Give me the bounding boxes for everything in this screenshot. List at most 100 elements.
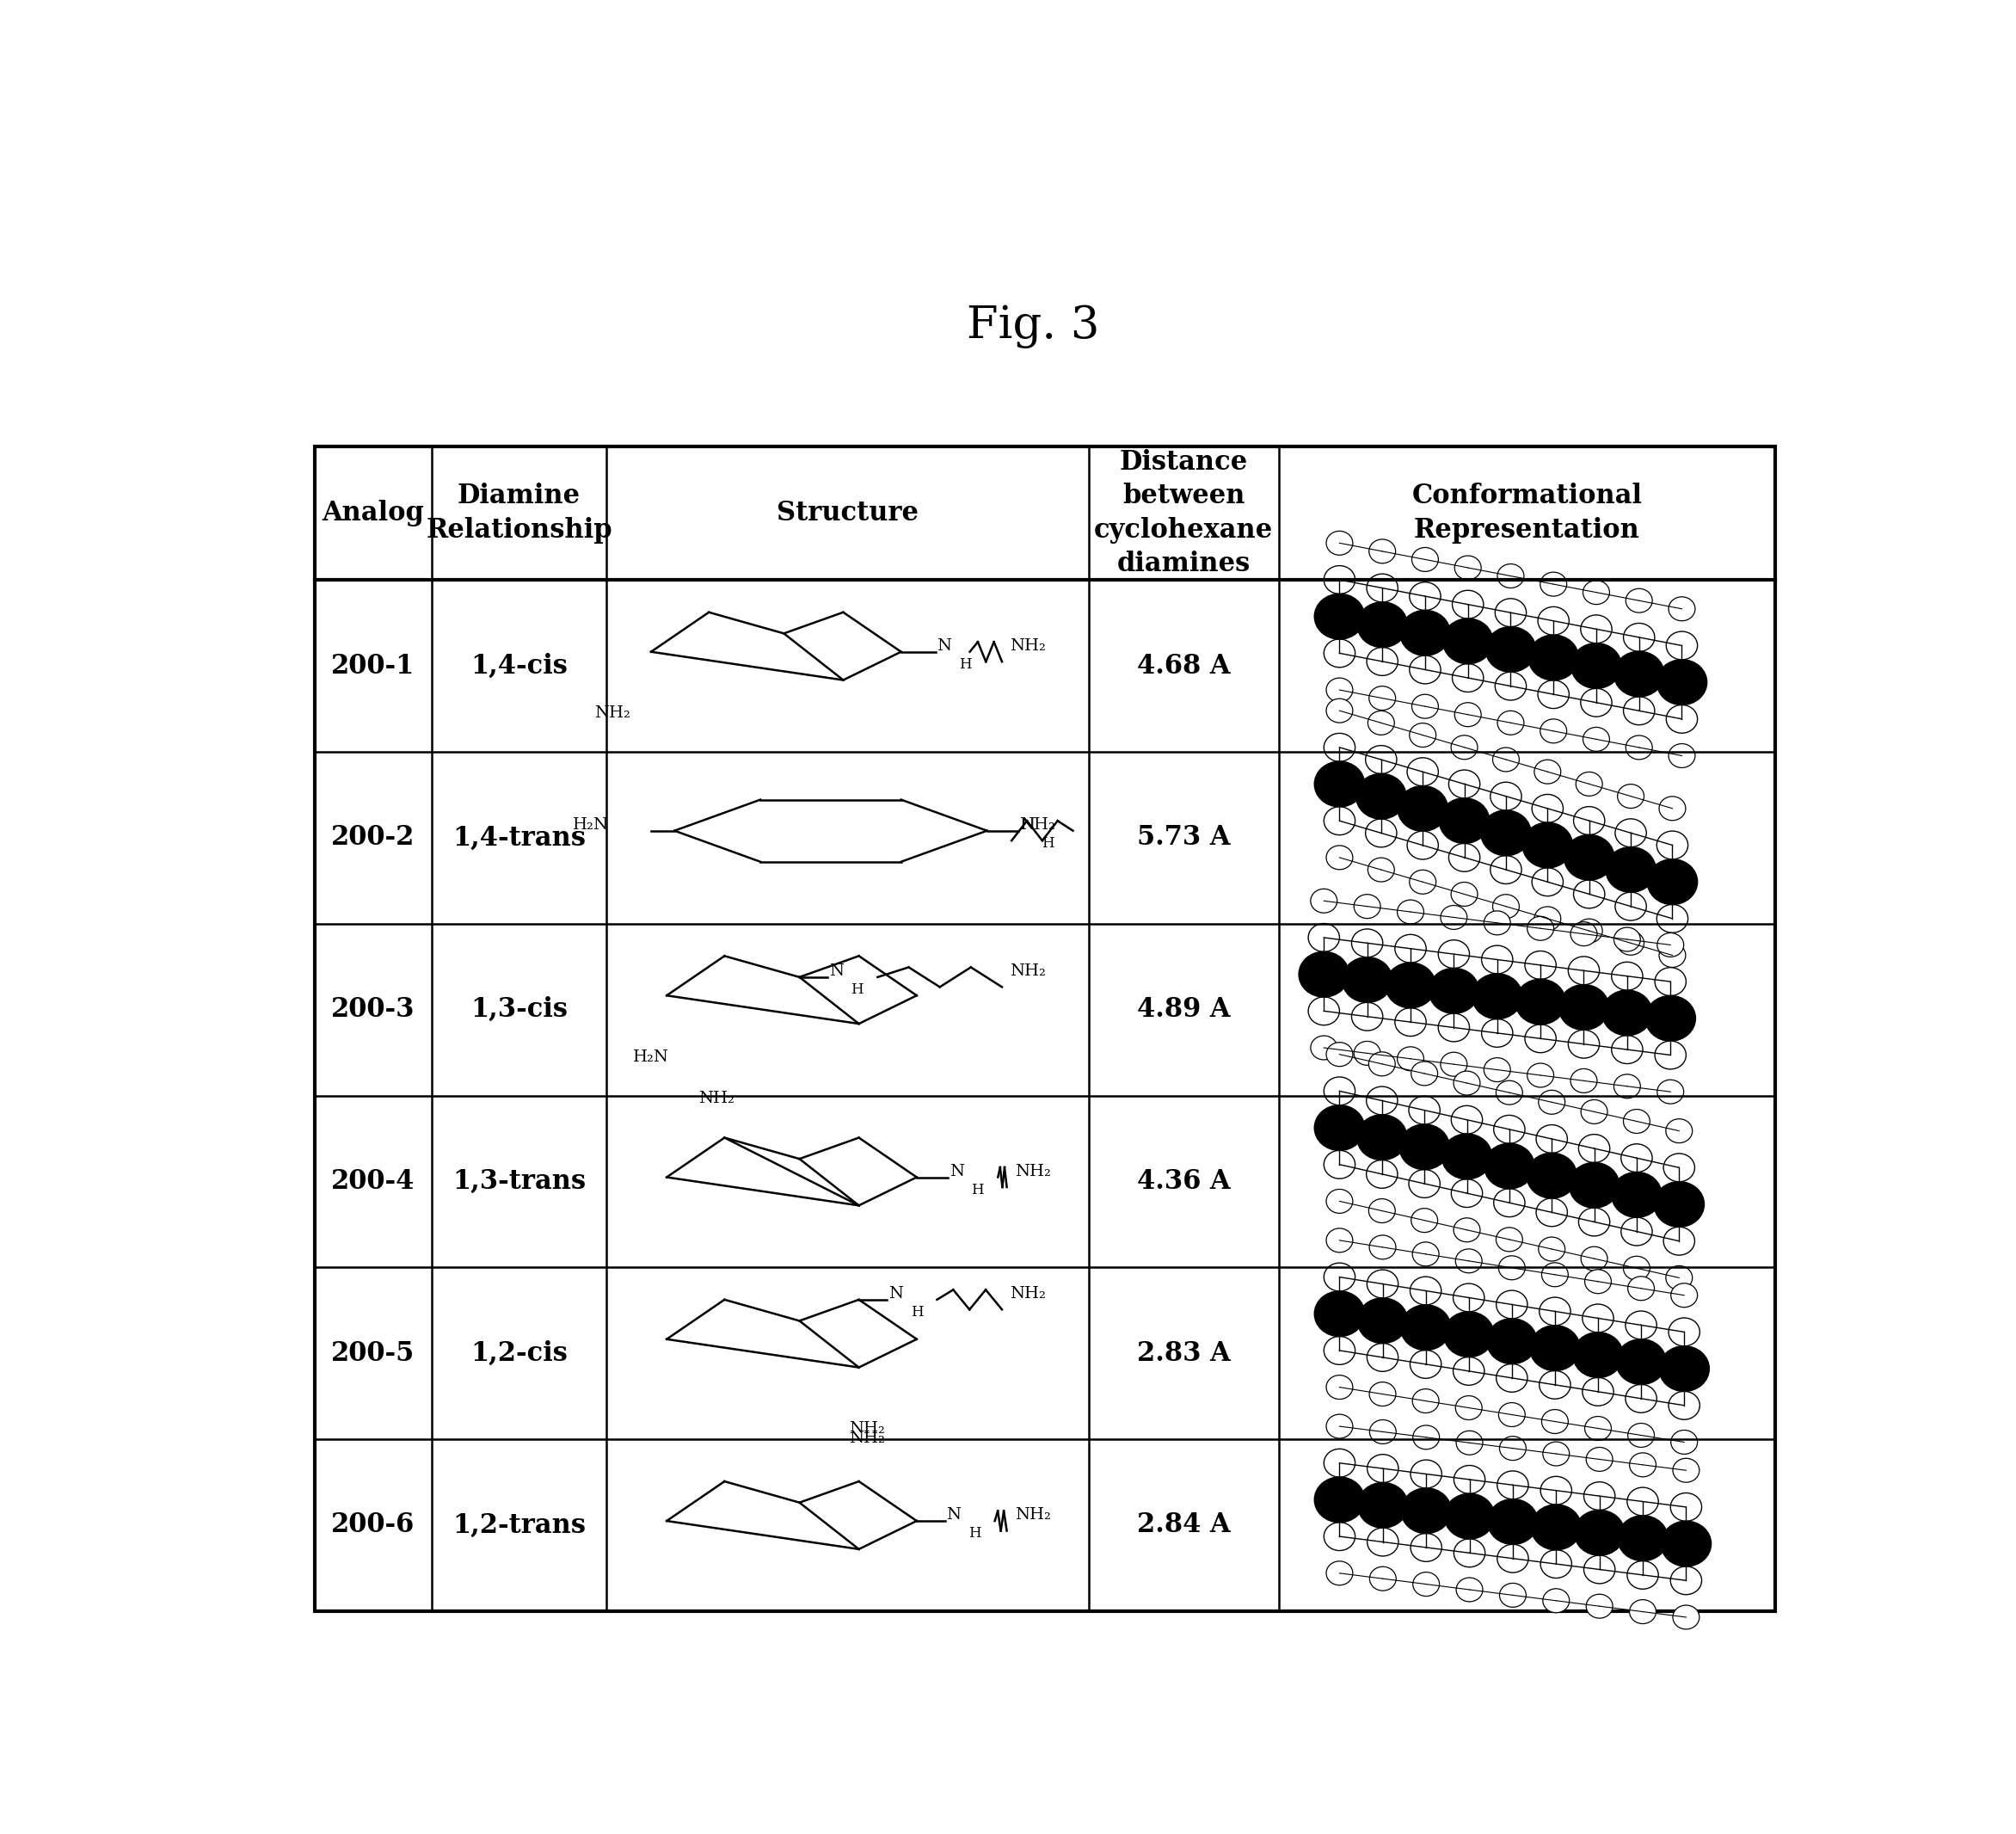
Circle shape [1367,1454,1399,1482]
Circle shape [1496,1291,1528,1319]
Text: Distance
between
cyclohexane
diamines: Distance between cyclohexane diamines [1095,449,1274,578]
Circle shape [1441,1133,1492,1179]
Circle shape [1496,1364,1528,1392]
Circle shape [1357,774,1405,820]
Circle shape [1663,1154,1695,1181]
Circle shape [1498,563,1524,589]
Circle shape [1397,900,1423,924]
Circle shape [1456,1577,1482,1601]
Circle shape [1407,757,1437,787]
Circle shape [1663,1227,1695,1254]
Text: H: H [960,657,972,671]
Circle shape [1583,580,1609,605]
Circle shape [1579,1135,1611,1163]
Circle shape [1623,1110,1649,1133]
Circle shape [1625,735,1653,759]
Circle shape [1572,1331,1623,1377]
Circle shape [1327,1414,1353,1438]
Circle shape [1454,1071,1480,1095]
Circle shape [1629,1453,1655,1476]
Circle shape [1671,1493,1702,1520]
Circle shape [1577,919,1603,943]
Text: 1,4-cis: 1,4-cis [470,653,569,679]
Circle shape [1327,699,1353,723]
Circle shape [1625,589,1653,613]
Circle shape [1587,1594,1613,1618]
Circle shape [1645,996,1695,1042]
Circle shape [1528,917,1554,941]
Text: NH₂: NH₂ [1010,638,1046,655]
Text: Structure: Structure [776,499,919,526]
Circle shape [1454,1218,1480,1242]
Circle shape [1498,1544,1528,1572]
Circle shape [1611,963,1643,990]
Circle shape [1558,985,1609,1031]
Circle shape [1579,1209,1611,1236]
Circle shape [1583,1304,1613,1331]
Text: H: H [911,1306,923,1320]
Circle shape [1450,844,1480,871]
Circle shape [1399,1124,1450,1170]
Circle shape [1488,1319,1536,1364]
Circle shape [1325,807,1355,834]
Circle shape [1581,1100,1607,1124]
Text: N: N [937,638,952,655]
Circle shape [1411,1533,1441,1561]
Circle shape [1369,686,1395,710]
Circle shape [1585,1482,1615,1509]
Circle shape [1443,1311,1494,1357]
Circle shape [1536,1198,1566,1227]
Circle shape [1542,1262,1568,1287]
Text: NH₂: NH₂ [700,1091,734,1106]
Circle shape [1669,1392,1699,1420]
Circle shape [1627,1561,1659,1588]
Circle shape [1409,581,1441,611]
Circle shape [1611,1036,1643,1064]
Circle shape [1542,1588,1568,1612]
Circle shape [1542,1442,1568,1465]
Circle shape [1351,1003,1383,1031]
Circle shape [1494,1188,1524,1218]
Circle shape [1450,770,1480,798]
Circle shape [1627,1487,1659,1515]
Circle shape [1369,539,1395,563]
Circle shape [1367,858,1395,882]
Circle shape [1484,911,1510,935]
Circle shape [1325,565,1355,594]
Circle shape [1617,1515,1667,1561]
Circle shape [1574,807,1605,834]
Circle shape [1325,1449,1355,1476]
Circle shape [1325,1150,1355,1179]
Circle shape [1659,796,1685,820]
Circle shape [1367,1269,1399,1298]
Text: NH₂: NH₂ [1010,963,1046,979]
Circle shape [1568,1163,1619,1209]
Circle shape [1585,1416,1611,1440]
Text: NH₂: NH₂ [1014,1508,1050,1522]
Circle shape [1617,1339,1665,1385]
Text: 5.73 A: 5.73 A [1137,825,1230,851]
Circle shape [1367,574,1397,602]
Circle shape [1623,1256,1649,1280]
Circle shape [1454,1465,1486,1493]
Circle shape [1327,1376,1353,1399]
Circle shape [1494,1115,1524,1143]
Circle shape [1568,1031,1599,1058]
Circle shape [1367,1086,1397,1115]
Circle shape [1367,1528,1399,1555]
Text: 1,3-trans: 1,3-trans [452,1168,587,1194]
Text: H: H [851,983,863,998]
Circle shape [1500,1436,1526,1460]
Circle shape [1486,627,1536,671]
Circle shape [1327,1188,1353,1214]
Text: 4.68 A: 4.68 A [1137,653,1230,679]
Circle shape [1581,1247,1607,1271]
Circle shape [1411,1209,1437,1232]
Circle shape [1456,702,1482,726]
Circle shape [1355,1042,1381,1066]
Circle shape [1657,934,1683,957]
Circle shape [1498,1471,1528,1498]
Circle shape [1532,794,1562,823]
Circle shape [1583,1377,1613,1407]
Text: NH₂: NH₂ [1014,1165,1050,1179]
